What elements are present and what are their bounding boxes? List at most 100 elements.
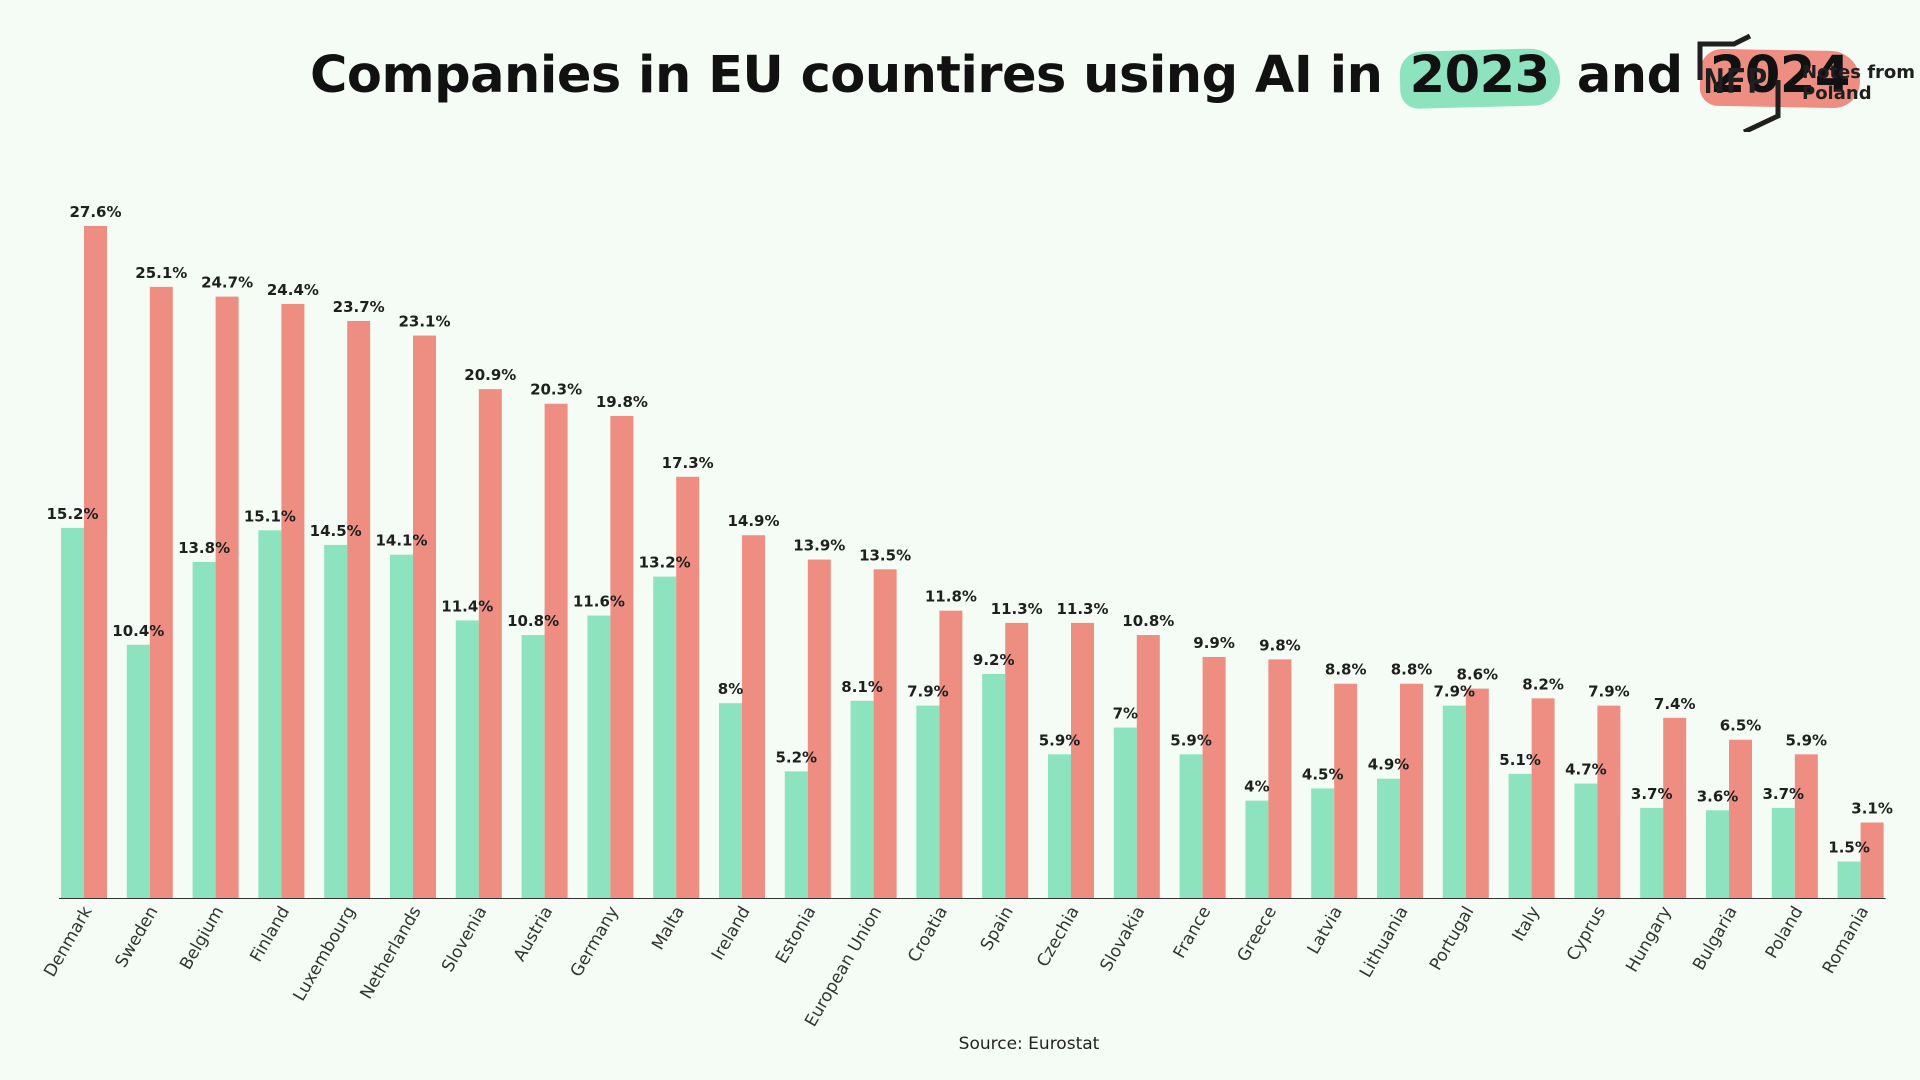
x-tick-label: Austria [510,903,557,965]
bar-2024 [1860,822,1884,898]
x-tick-label: Belgium [176,903,228,973]
x-tick-label: Finland [246,903,294,966]
bar-2024 [873,569,897,898]
bar-2023 [1706,810,1729,898]
x-tick-label: Poland [1762,903,1808,962]
bar-2024 [215,296,239,898]
value-label-2024: 9.9% [1193,634,1235,652]
bars-group [61,226,1884,899]
bar-2024 [1136,635,1160,898]
value-label-2023: 9.2% [973,651,1015,669]
value-label-2024: 3.1% [1851,800,1893,818]
bar-2024 [1663,717,1687,898]
value-label-2024: 27.6% [69,203,121,221]
value-label-2024: 10.8% [1122,612,1174,630]
value-label-2024: 11.8% [925,588,977,606]
bar-2023 [324,544,348,898]
bar-2023 [1442,705,1466,898]
value-label-2024: 25.1% [135,264,187,282]
value-label-2024: 9.8% [1259,636,1301,654]
bar-2024 [1729,739,1752,898]
x-tick-label: Bulgaria [1689,903,1742,974]
value-label-2024: 8.8% [1325,661,1367,679]
x-tick-label: Slovakia [1096,903,1149,975]
x-tick-label: Lithuania [1356,903,1413,981]
bar-2024 [281,303,305,898]
bar-2023 [61,527,84,898]
bar-2023 [784,771,808,898]
value-label-2023: 4% [1244,778,1269,796]
bar-2024 [1794,754,1818,898]
value-label-2024: 11.3% [991,600,1043,618]
bar-2024 [807,559,831,898]
value-label-2023: 1.5% [1828,838,1870,856]
x-tick-label: Netherlands [357,903,426,1003]
bar-2024 [742,535,765,898]
bar-2024 [1202,656,1226,898]
source-note: Source: Eurostat [958,1034,1100,1054]
bar-2023 [1179,754,1203,898]
value-label-2023: 5.2% [775,748,817,766]
bar-2024 [478,389,502,898]
value-label-2023: 10.8% [507,612,559,630]
value-label-2024: 20.3% [530,381,582,399]
value-label-2023: 3.7% [1762,785,1804,803]
bar-2024 [1005,622,1029,898]
x-tick-label: France [1170,903,1216,962]
title-middle: and [1576,46,1683,105]
bar-2023 [455,620,479,898]
x-tick-label: Denmark [40,903,96,981]
value-label-2024: 8.2% [1522,675,1564,693]
logo-bracket-icon [1697,33,1781,132]
bar-2023 [1771,807,1795,898]
bar-2023 [1048,754,1071,898]
title-prefix: Companies in EU countires using AI in [310,46,1383,105]
value-label-2023: 4.5% [1302,765,1344,783]
bar-2023 [1640,807,1664,898]
value-label-2023: 15.1% [244,507,296,525]
bar-2023 [1113,727,1137,898]
x-tick-label: Slovenia [438,903,492,976]
value-label-2024: 7.9% [1588,683,1630,701]
x-tick-label: Spain [977,903,1018,954]
title-year-2023: 2023 [1400,46,1560,105]
x-tick-label: Sweden [112,903,163,971]
bar-2023 [850,700,874,898]
value-label-2023: 13.2% [639,554,691,572]
bar-2023 [258,530,282,898]
bar-2024 [1334,683,1358,898]
bar-2023 [390,554,413,898]
x-tick-label: Latvia [1304,903,1347,958]
bar-2023 [587,615,611,898]
value-label-2023: 13.8% [178,539,230,557]
value-label-2023: 11.6% [573,593,625,611]
bar-2024 [544,403,568,898]
value-label-2024: 5.9% [1785,731,1827,749]
value-label-2023: 14.1% [375,532,427,550]
x-tick-label: Croatia [904,903,952,966]
value-label-2024: 23.1% [398,313,450,331]
bar-2023 [982,674,1006,898]
value-label-2023: 8.1% [841,678,883,696]
x-tick-labels-group: Denmark Sweden Belgium FinlandLuxembourgNet… [40,903,1873,1030]
x-tick-label: Romania [1819,903,1873,977]
bar-2024 [1400,683,1423,898]
bar-2023 [521,635,545,898]
value-label-2023: 7.9% [1433,683,1475,701]
bar-2023 [192,562,216,898]
value-label-2023: 3.7% [1631,785,1673,803]
logo-mark-text: NFP [1704,62,1769,102]
value-label-2023: 5.1% [1499,751,1541,769]
value-label-2023: 5.9% [1170,731,1212,749]
value-label-2023: 4.9% [1368,756,1410,774]
x-tick-label: Germany [567,903,623,981]
bar-2024 [939,610,963,898]
x-tick-label: Greece [1233,903,1281,965]
x-tick-label: Malta [648,903,689,954]
value-label-2023: 10.4% [112,622,164,640]
bar-2023 [1837,861,1861,898]
x-tick-label: Estonia [772,903,821,967]
value-label-2023: 7% [1113,705,1138,723]
x-tick-label: Hungary [1622,903,1676,976]
